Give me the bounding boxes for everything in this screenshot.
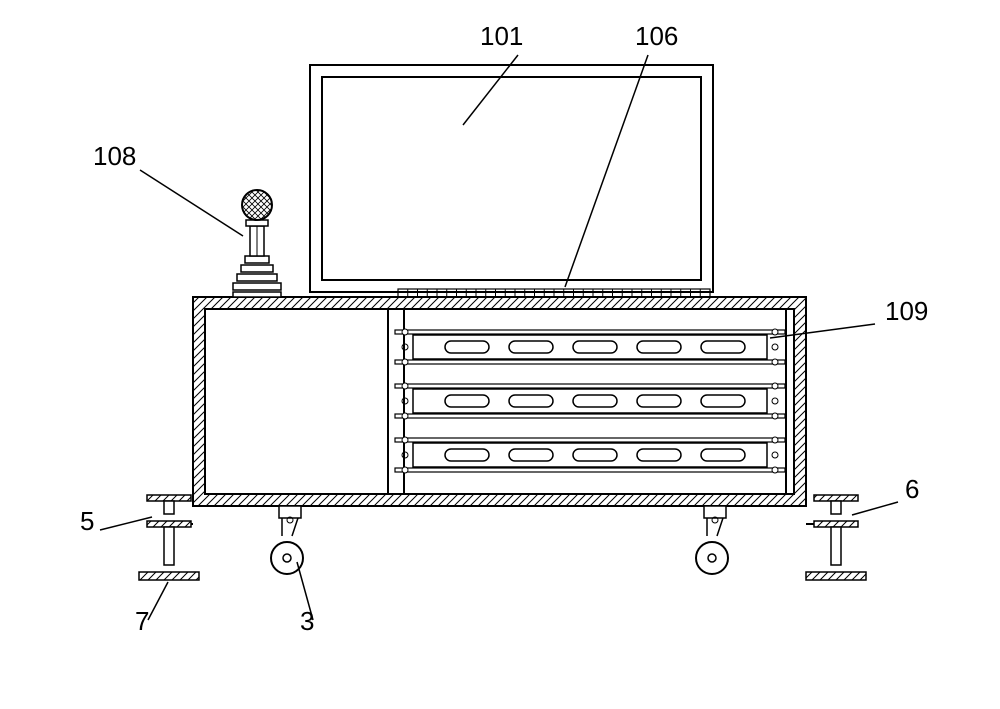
jack-cap: [147, 495, 191, 501]
callout-108: 108: [93, 141, 136, 171]
technical-drawing: 101 106 108 109 5 6 7 3: [0, 0, 1000, 709]
callout-3: 3: [300, 606, 314, 636]
leader-line: [140, 170, 243, 236]
callout-5: 5: [80, 506, 94, 536]
callout-109: 109: [885, 296, 928, 326]
caster-bracket: [704, 506, 726, 518]
callout-106: 106: [635, 21, 678, 51]
screen-inner: [322, 77, 701, 280]
callout-101: 101: [480, 21, 523, 51]
jack-cap: [814, 495, 858, 501]
leader-line: [852, 502, 898, 515]
caster-wheel: [271, 542, 303, 574]
callout-7: 7: [135, 606, 149, 636]
callout-6: 6: [905, 474, 919, 504]
leader-line: [565, 55, 648, 287]
caster-wheel: [696, 542, 728, 574]
jack-foot: [806, 572, 866, 580]
screen-outer: [310, 65, 713, 292]
joystick-ball: [242, 190, 272, 220]
leader-line: [100, 517, 152, 530]
leader-line: [148, 582, 168, 620]
joystick-base: [233, 292, 281, 297]
jack-foot: [139, 572, 199, 580]
caster-bracket: [279, 506, 301, 518]
